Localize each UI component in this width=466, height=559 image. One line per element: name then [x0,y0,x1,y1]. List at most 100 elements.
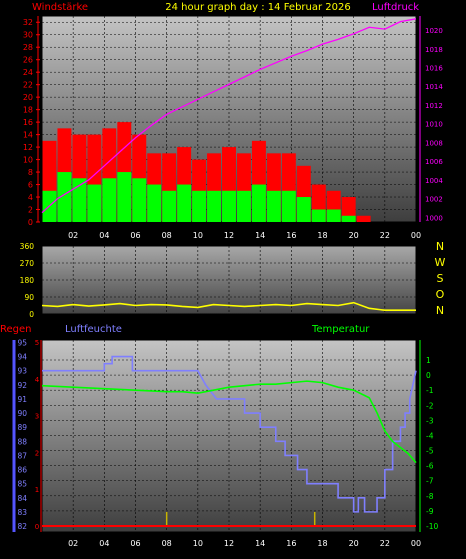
humidity-series-line [42,355,417,513]
temperature-y-tick-label: 0 [426,371,431,380]
pressure-y-tick-label: 1000 [425,214,443,222]
pressure-y-tick-label: 1006 [425,158,443,166]
wind-avg-bar [87,184,102,222]
wind-x-tick-label: 18 [317,231,327,240]
humidity-y-tick-label: 88 [17,437,27,446]
pressure-y-tick-label: 1004 [425,177,443,185]
humidity-axis-title: Luftfeuchte [65,324,122,335]
climate-x-tick-label: 12 [224,539,234,548]
wind-avg-bar [192,190,207,222]
wind-y-tick-label: 32 [23,18,33,27]
chart-title: 24 hour graph day : 14 Februar 2026 [165,2,350,13]
temperature-y-tick-label: -7 [426,477,434,486]
temperature-y-tick-label: -3 [426,416,434,425]
climate-x-tick-label: 22 [380,539,390,548]
temperature-y-tick-label: -4 [426,431,434,440]
wind-avg-bar [57,172,72,222]
wind-x-tick-label: 08 [162,231,172,240]
wind-avg-bar [72,178,87,222]
direction-y-tick-label: 0 [29,310,34,319]
climate-x-tick-label: 04 [99,539,109,548]
wind-y-tick-label: 22 [23,81,33,90]
direction-y-tick-label: 270 [20,259,35,268]
temperature-axis-title: Temperatur [311,324,370,335]
temperature-y-tick-label: -9 [426,507,434,516]
wind-avg-bar [341,215,356,222]
wind-avg-bar [266,190,281,222]
rain-axis-title: Regen [0,324,32,335]
humidity-y-tick-label: 82 [17,522,27,531]
temperature-y-tick-label: -8 [426,492,434,501]
wind-x-tick-label: 22 [380,231,390,240]
wind-avg-bar [311,209,326,222]
pressure-y-tick-label: 1010 [425,121,443,129]
rain-y-tick-label: 2 [35,449,39,457]
climate-x-tick-label: 02 [68,539,78,548]
wind-gust-bar [356,215,371,222]
wind-avg-bar [296,197,311,222]
wind-y-tick-label: 10 [23,156,33,165]
climate-x-tick-label: 14 [255,539,265,548]
temperature-y-tick-label: -10 [426,522,438,531]
wind-avg-bar [162,190,177,222]
rain-y-tick-label: 1 [35,486,39,494]
pressure-y-tick-label: 1012 [425,102,443,110]
humidity-y-tick-label: 89 [17,423,27,432]
humidity-y-tick-label: 86 [17,466,27,475]
pressure-y-tick-label: 1002 [425,196,443,204]
humidity-y-tick-label: 84 [17,494,27,503]
humidity-y-tick-label: 94 [17,353,27,362]
wind-y-tick-label: 26 [23,56,33,65]
humidity-y-tick-label: 91 [17,395,27,404]
wind-x-tick-label: 04 [99,231,109,240]
humidity-y-tick-label: 95 [17,338,27,347]
wind-x-tick-label: 20 [349,231,359,240]
wind-y-tick-label: 24 [23,68,33,77]
temperature-series-line [41,380,417,464]
wind-y-tick-label: 18 [23,106,33,115]
compass-label: N [436,240,444,253]
wind-y-tick-label: 20 [23,93,33,102]
wind-avg-bar [236,190,251,222]
wind-x-tick-label: 16 [286,231,296,240]
pressure-y-tick-label: 1008 [425,139,443,147]
compass-label: O [436,288,445,301]
humidity-y-tick-label: 87 [17,451,27,460]
wind-y-tick-label: 8 [28,168,33,177]
wind-y-tick-label: 6 [28,181,33,190]
pressure-series-line [41,18,417,214]
wind-y-tick-label: 4 [28,193,33,202]
wind-y-tick-label: 2 [28,206,33,215]
climate-x-tick-label: 10 [193,539,203,548]
temperature-y-tick-label: -1 [426,386,434,395]
wind-x-tick-label: 00 [411,231,421,240]
climate-x-tick-label: 06 [130,539,140,548]
humidity-y-tick-label: 83 [17,508,27,517]
wind-y-tick-label: 0 [28,218,33,227]
humidity-y-tick-label: 90 [17,409,27,418]
direction-y-tick-label: 360 [20,242,35,251]
temperature-y-tick-label: 1 [426,356,431,365]
climate-x-tick-label: 08 [162,539,172,548]
wind-direction-series-line [41,301,416,312]
wind-x-tick-label: 10 [193,231,203,240]
temperature-y-tick-label: -2 [426,401,434,410]
direction-y-tick-label: 90 [24,293,34,302]
wind-avg-bar [207,190,222,222]
wind-x-tick-label: 06 [130,231,140,240]
rain-y-tick-label: 0 [35,523,39,531]
compass-label: N [436,304,444,317]
pressure-y-tick-label: 1020 [425,27,443,35]
wind-y-tick-label: 30 [23,31,33,40]
humidity-y-tick-label: 93 [17,367,27,376]
wind-y-tick-label: 12 [23,143,33,152]
climate-x-tick-label: 20 [349,539,359,548]
compass-label: S [437,272,444,285]
wind-avg-bar [222,190,236,222]
humidity-y-tick-label: 85 [17,480,27,489]
wind-avg-bar [251,184,266,222]
climate-x-tick-label: 18 [317,539,327,548]
wind-y-tick-label: 28 [23,43,33,52]
climate-x-tick-label: 16 [286,539,296,548]
